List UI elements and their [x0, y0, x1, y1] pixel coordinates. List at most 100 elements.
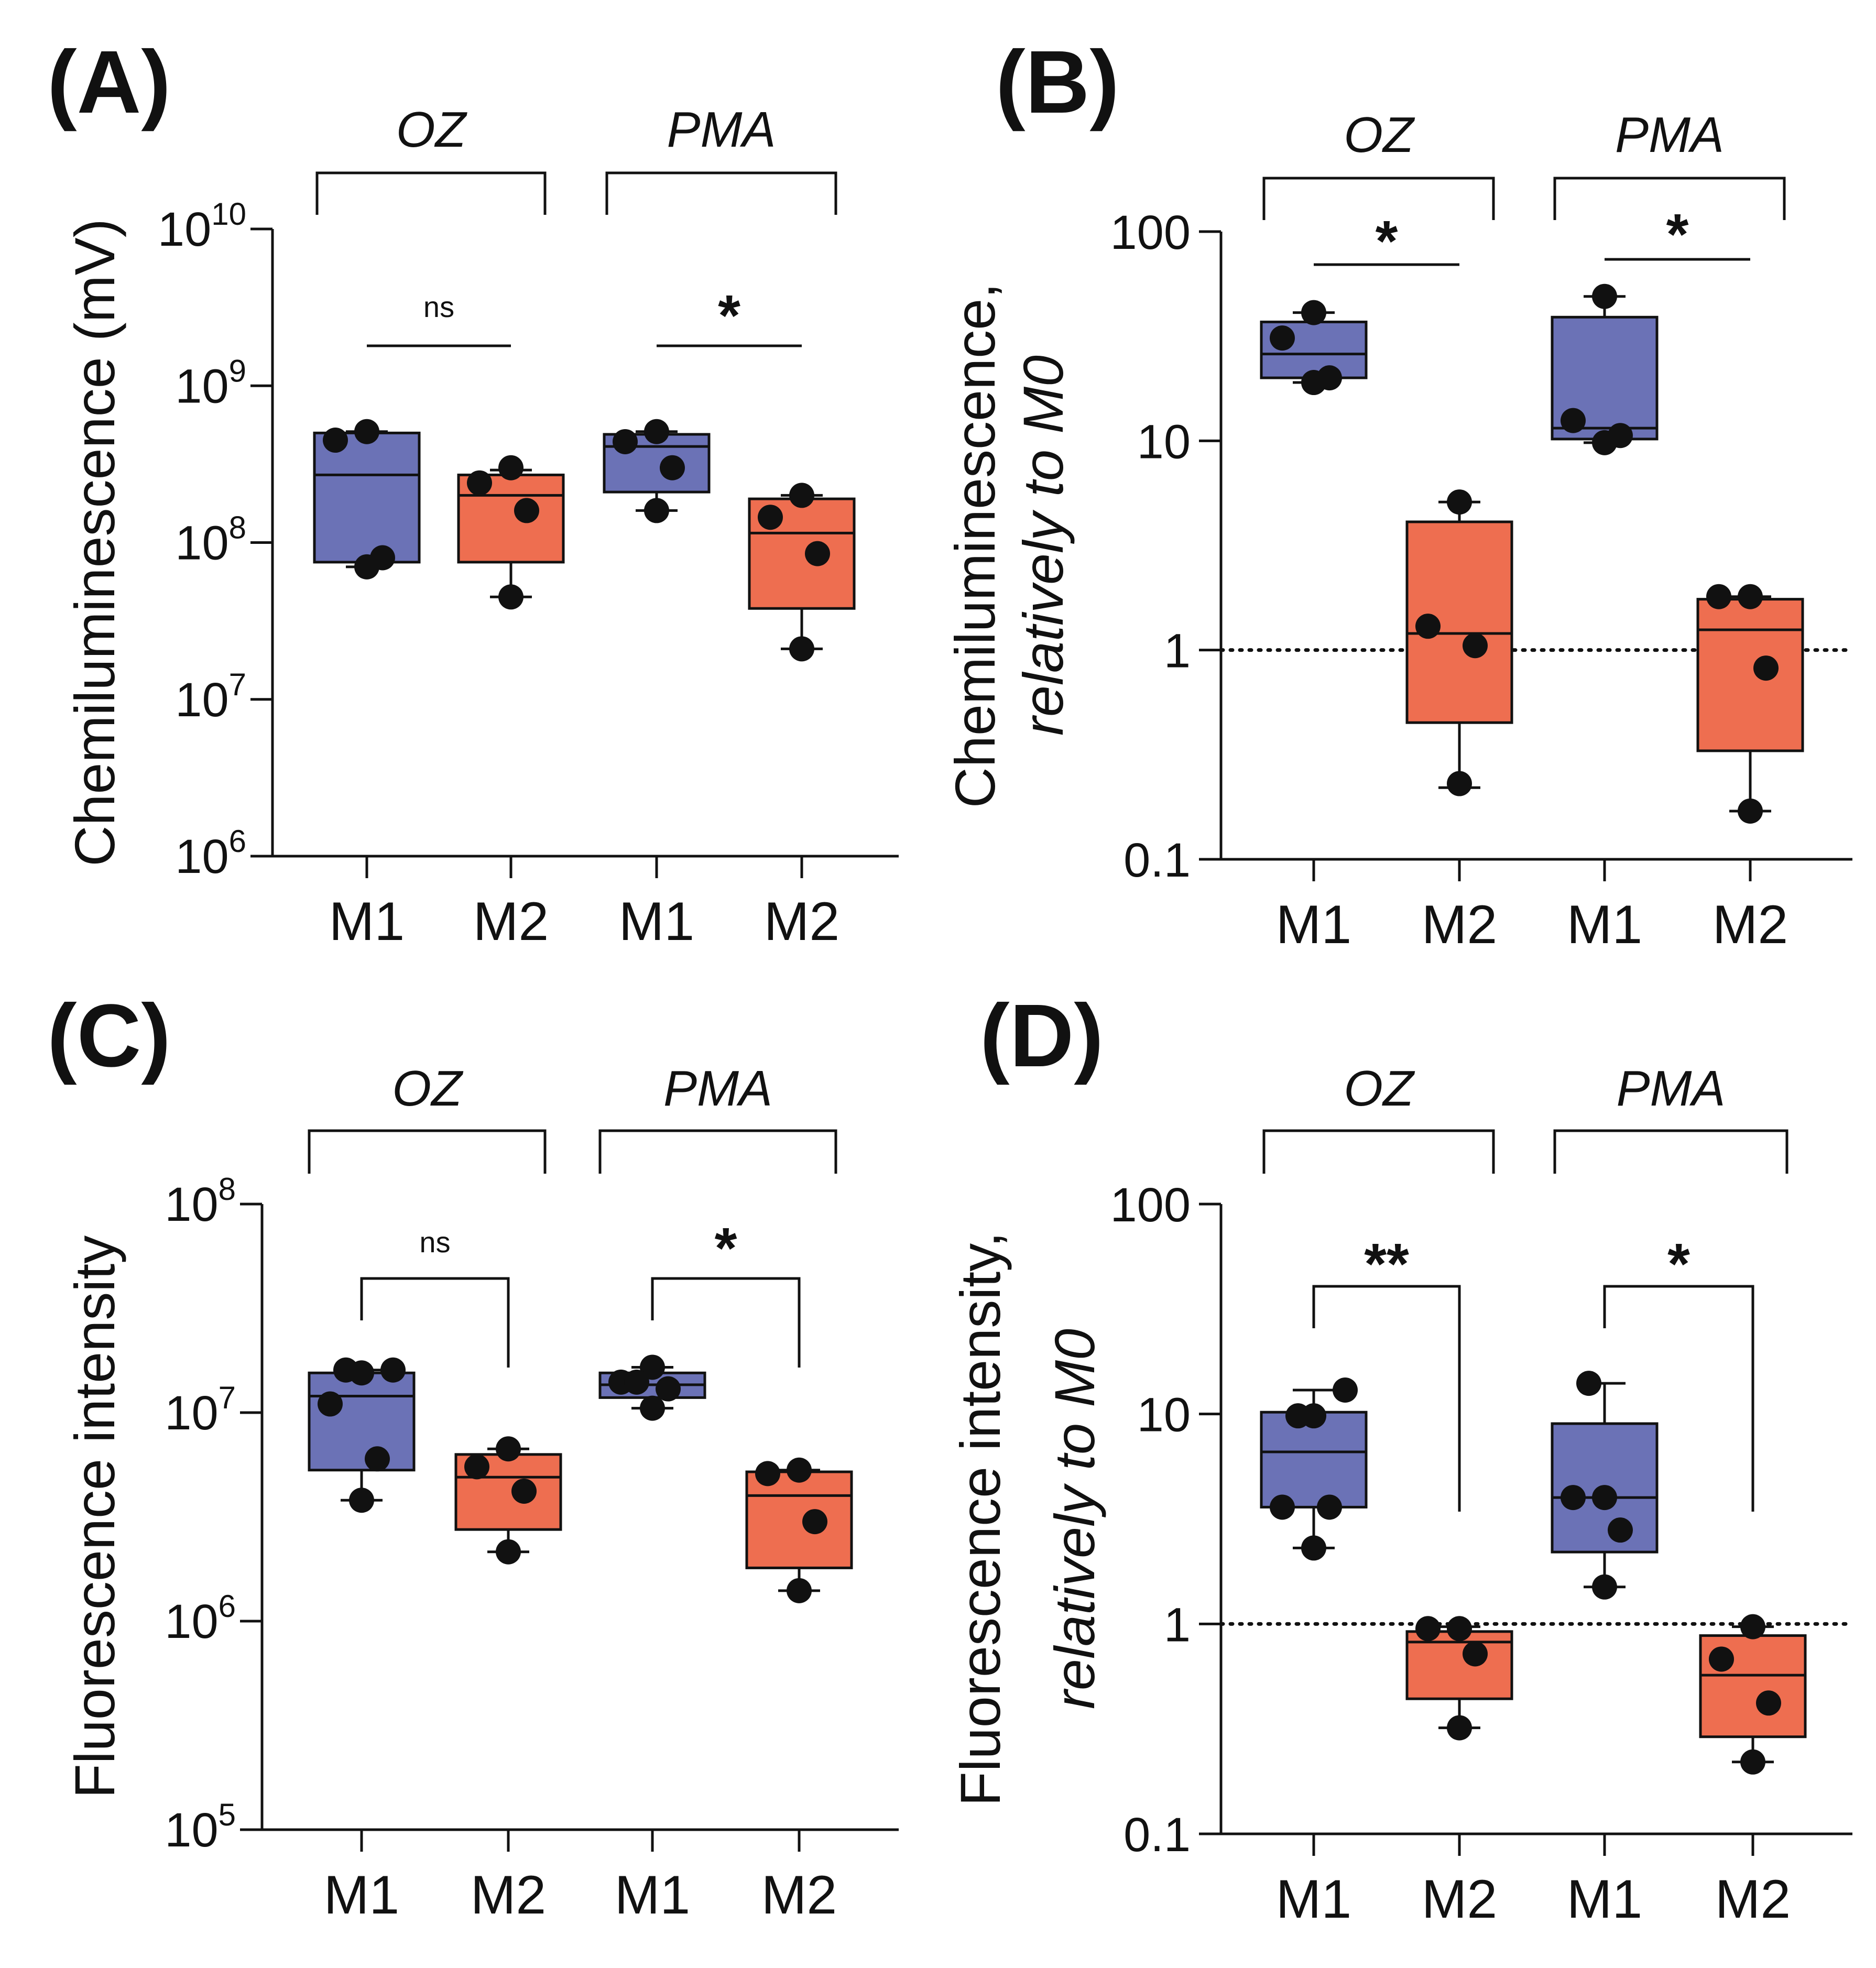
comparison-bracket	[1312, 1285, 1461, 1512]
data-point	[1576, 1371, 1601, 1396]
x-category-label: M2	[1713, 894, 1788, 955]
group-bracket	[1262, 1129, 1495, 1174]
y-axis-title: Chemiluminescence,	[943, 283, 1007, 808]
data-point	[640, 1395, 665, 1421]
y-tick-label-base: 10	[175, 673, 228, 727]
data-point	[365, 1446, 390, 1472]
group-label: PMA	[1616, 1060, 1725, 1117]
y-tick-label-base: 10	[175, 830, 228, 883]
group-bracket	[1553, 1129, 1788, 1174]
group-label: OZ	[392, 1060, 464, 1117]
data-point	[1317, 1494, 1342, 1520]
data-point	[467, 470, 492, 496]
y-tick-label-base: 10	[165, 1178, 218, 1231]
data-point	[370, 545, 395, 571]
x-category-label: M2	[764, 891, 839, 952]
data-point	[1270, 325, 1295, 351]
y-tick-label: 1	[1164, 625, 1191, 678]
group-label: PMA	[667, 102, 776, 158]
box-series	[313, 419, 421, 580]
data-point	[1463, 633, 1488, 659]
significance-label: *	[1376, 209, 1398, 274]
panel-label: (A)	[47, 32, 171, 132]
significance-label: *	[715, 1216, 737, 1281]
box-series	[1696, 584, 1804, 824]
data-point	[1608, 1517, 1633, 1543]
data-point	[805, 541, 830, 566]
y-tick-label: 109	[175, 353, 246, 413]
data-point	[511, 1478, 537, 1504]
data-point	[349, 1488, 374, 1513]
data-point	[1447, 489, 1472, 515]
data-point	[1738, 584, 1763, 609]
significance-label: ns	[419, 1226, 450, 1259]
box-series	[1699, 1614, 1807, 1775]
y-tick-label: 0.1	[1124, 1808, 1191, 1862]
y-tick-label: 108	[175, 510, 246, 570]
y-axis-title: Fluorescence intensity	[63, 1236, 126, 1799]
x-category-label: M1	[1276, 1869, 1351, 1930]
data-point	[1301, 1535, 1326, 1561]
data-point	[333, 1357, 358, 1383]
data-point	[787, 1457, 812, 1483]
data-point	[789, 483, 814, 508]
box-series	[598, 1354, 706, 1421]
y-tick-label: 0.1	[1124, 834, 1191, 887]
box	[1696, 598, 1804, 752]
y-tick-label-exponent: 9	[229, 353, 246, 388]
data-point	[660, 455, 685, 480]
data-point	[1317, 365, 1342, 391]
data-point	[802, 1509, 827, 1535]
y-tick-label: 100	[1110, 206, 1191, 259]
y-tick-label-exponent: 10	[211, 196, 246, 232]
box-series	[1260, 300, 1368, 396]
data-point	[318, 1391, 343, 1417]
x-category-label: M2	[471, 1865, 546, 1926]
y-tick-label-base: 10	[165, 1803, 218, 1857]
x-category-label: M2	[1422, 1869, 1497, 1930]
group-bracket	[308, 1129, 547, 1174]
data-point	[496, 1539, 521, 1565]
box-series	[308, 1357, 416, 1513]
box-series	[1551, 283, 1659, 455]
y-tick-label-base: 10	[175, 359, 228, 413]
data-point	[656, 1376, 681, 1402]
x-category-label: M2	[1422, 894, 1497, 955]
y-tick-label: 106	[165, 1589, 236, 1648]
x-category-label: M1	[324, 1865, 399, 1926]
group-label: OZ	[1344, 107, 1415, 163]
box-series	[748, 483, 856, 662]
box-series	[1405, 489, 1513, 796]
data-point	[1333, 1377, 1358, 1403]
panel-label: (D)	[980, 986, 1104, 1086]
y-tick-label-exponent: 7	[229, 667, 246, 702]
data-point	[1738, 798, 1763, 824]
box-series	[454, 1436, 562, 1565]
data-point	[496, 1436, 521, 1462]
group-label: OZ	[1344, 1060, 1415, 1117]
y-tick-label-base: 10	[158, 203, 211, 256]
data-point	[464, 1454, 489, 1480]
group-label: OZ	[396, 102, 468, 158]
y-tick-label: 10	[1137, 1388, 1191, 1442]
data-point	[624, 1369, 649, 1395]
data-point	[789, 636, 814, 662]
data-point	[1270, 1494, 1295, 1520]
data-point	[640, 1354, 665, 1380]
box	[308, 1371, 416, 1472]
y-tick-label: 10	[1137, 415, 1191, 468]
data-point	[1753, 655, 1779, 681]
y-tick-label: 1010	[158, 196, 246, 256]
y-tick-label: 108	[165, 1172, 236, 1231]
comparison-bracket	[1603, 1285, 1754, 1512]
data-point	[1285, 1403, 1311, 1429]
data-point	[1709, 1646, 1734, 1672]
group-bracket	[315, 171, 547, 215]
data-point	[1756, 1690, 1781, 1716]
group-label: PMA	[663, 1060, 772, 1117]
y-tick-label-base: 10	[175, 517, 228, 570]
y-tick-label-exponent: 7	[219, 1380, 236, 1415]
data-point	[1706, 584, 1731, 609]
